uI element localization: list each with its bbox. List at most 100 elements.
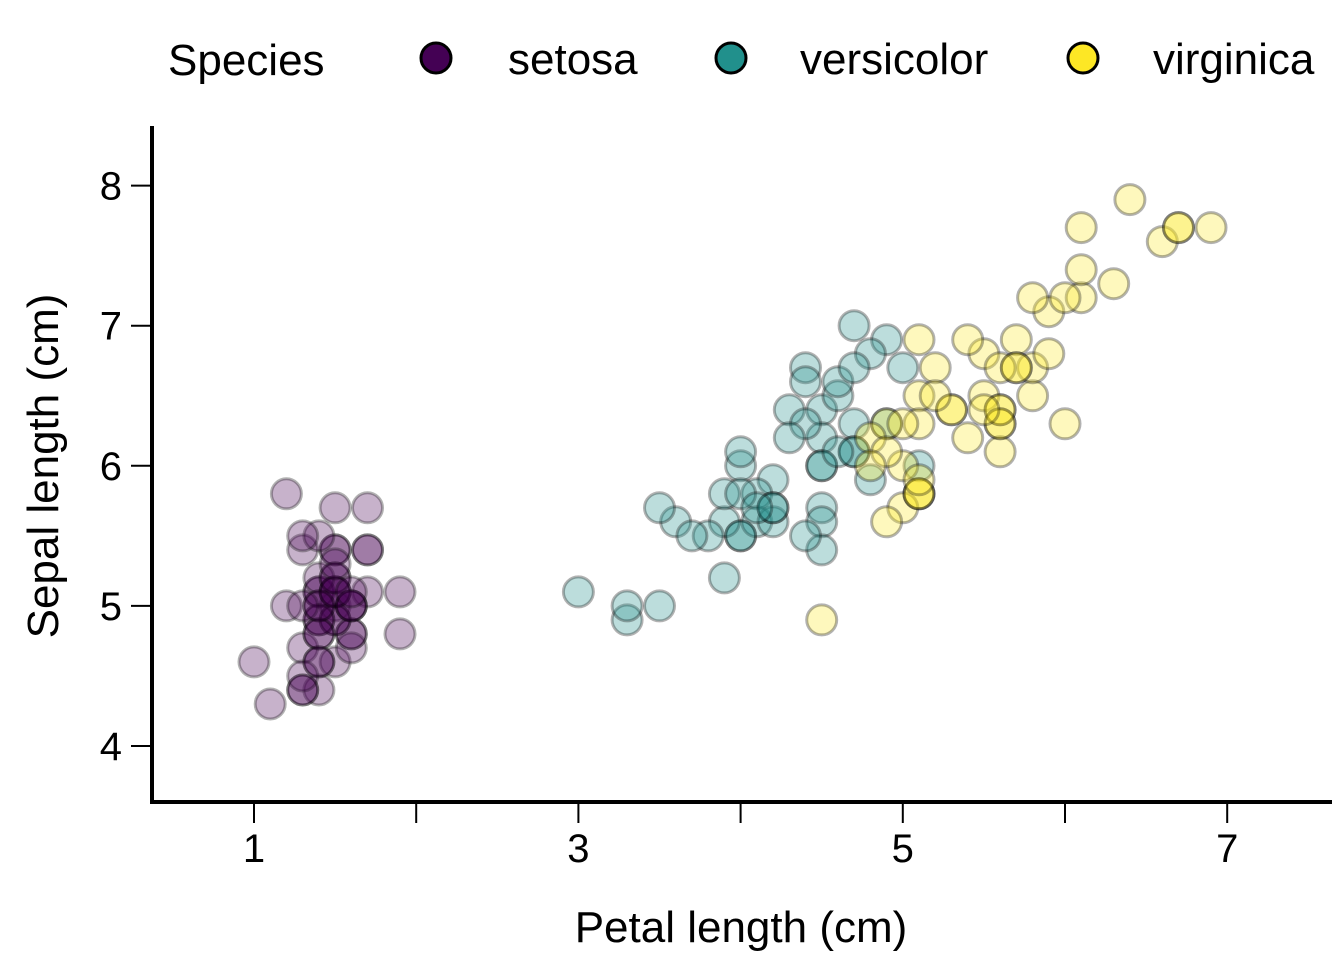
data-point [805,603,839,637]
data-point [351,491,384,525]
data-point [286,589,320,623]
data-point [902,477,936,511]
data-point [286,673,320,707]
data-point [318,533,352,567]
data-point [821,365,855,399]
data-point [691,519,725,553]
data-point [351,533,384,567]
legend-entries: setosa versicolor virginica [419,35,1315,84]
data-point [318,603,352,637]
data-point [756,491,790,525]
data-point [853,421,887,455]
data-point [334,575,368,609]
x-tick-label: 7 [1216,827,1238,871]
data-point [269,477,303,511]
data-point [902,323,936,357]
data-point [951,323,985,357]
data-point [1064,281,1098,315]
data-point [902,477,936,511]
data-point [805,449,839,483]
data-point [724,519,758,553]
data-point [318,589,352,623]
y-tick-label: 6 [100,445,122,489]
data-point [853,463,887,497]
data-point [659,505,693,539]
data-point [561,575,595,609]
data-point [902,477,936,511]
data-point [1064,211,1098,245]
data-point [805,533,839,567]
data-point [318,575,352,609]
data-point [837,309,871,343]
x-tick-label: 3 [567,827,589,871]
data-point [302,561,336,595]
data-point [1016,351,1050,385]
data-point [805,491,839,525]
data-point [870,323,904,357]
data-point [1194,211,1228,245]
data-point [286,659,320,693]
data-point [983,393,1017,427]
legend-key-virginica [1066,41,1100,75]
data-point [318,561,352,595]
data-point [1048,407,1082,441]
data-point [318,561,352,595]
axes: 1 3 5 7 4 5 6 7 8 [100,126,1332,871]
legend-key-versicolor [714,41,748,75]
data-point [334,589,368,623]
data-point [1032,337,1066,371]
legend-label-versicolor: versicolor [800,35,988,84]
data-point [983,351,1017,385]
data-point [902,407,936,441]
y-tick-label: 7 [100,305,122,349]
data-point [351,575,384,609]
data-point [724,519,758,553]
data-point [740,505,774,539]
data-point [1113,183,1147,217]
data-point [821,435,855,469]
data-point [789,407,822,441]
data-point [902,449,936,483]
y-tick-label: 8 [100,165,122,209]
y-tick-label: 4 [100,725,122,769]
points-layer [237,183,1228,721]
data-point [1048,281,1082,315]
data-point [983,407,1017,441]
data-point [886,407,920,441]
data-point [918,351,952,385]
data-point [318,491,352,525]
data-point [610,589,644,623]
data-point [302,617,336,651]
data-point [870,505,904,539]
data-point [853,337,887,371]
data-point [383,575,417,609]
data-point [643,491,676,525]
x-tick-label: 1 [243,827,265,871]
y-tick-label: 5 [100,585,122,629]
data-point [724,435,758,469]
data-point [724,449,758,483]
data-point [870,435,904,469]
data-point [707,477,741,511]
data-point [935,393,968,427]
series-versicolor [561,309,936,637]
data-point [789,519,822,553]
data-point [1162,211,1195,245]
data-point [967,337,1001,371]
data-point [269,589,303,623]
data-point [870,407,904,441]
data-point [837,407,871,441]
data-point [286,519,320,553]
data-point [1145,225,1179,259]
data-point [302,645,336,679]
data-point [821,379,855,413]
data-point [302,673,336,707]
data-point [302,645,336,679]
data-point [675,519,709,553]
data-point [318,645,352,679]
data-point [837,435,871,469]
data-point [886,351,920,385]
data-point [756,505,790,539]
legend-key-setosa [419,41,453,75]
